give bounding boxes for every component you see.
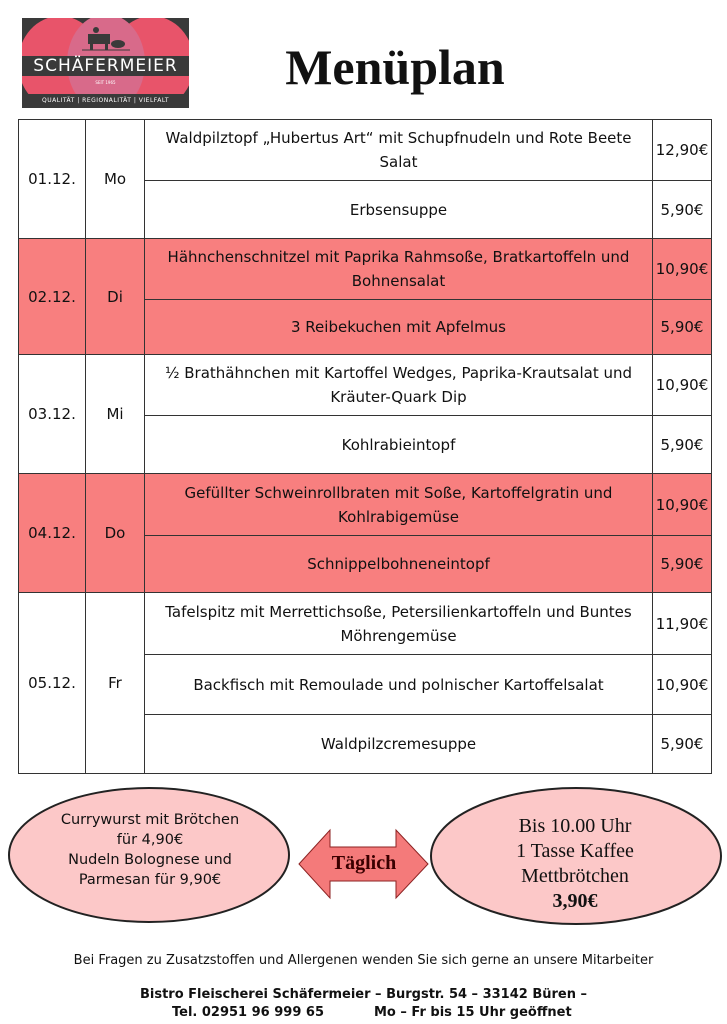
table-row: 02.12. Di Hähnchenschnitzel mit Paprika Ra…	[18, 238, 712, 355]
dish-cell: Waldpilztopf „Hubertus Art“ mit Schupfnu…	[144, 119, 653, 181]
dish-cell: Kohlrabieintopf	[144, 415, 653, 474]
weekday-cell: Di	[85, 238, 145, 355]
dish-cell: Tafelspitz mit Merrettichsoße, Petersili…	[144, 592, 653, 655]
left-special: Currywurst mit Brötchen für 4,90€ Nudeln…	[20, 810, 280, 890]
price-cell: 5,90€	[652, 415, 712, 474]
table-row: 3 Reibekuchen mit Apfelmus 5,90€	[19, 299, 712, 355]
dish-cell: 3 Reibekuchen mit Apfelmus	[144, 299, 653, 355]
footer-phone: Tel. 02951 96 999 65	[172, 1005, 325, 1020]
logo-tagline: QUALITÄT | REGIONALITÄT | VIELFALT	[41, 97, 169, 104]
table-row: Erbsensuppe 5,90€	[19, 180, 712, 239]
double-arrow-icon	[298, 828, 429, 900]
date-cell: 03.12.	[18, 354, 86, 474]
footer-address: Bistro Fleischerei Schäfermeier – Burgst…	[139, 987, 588, 1002]
price-cell: 5,90€	[652, 180, 712, 239]
price-cell: 5,90€	[652, 535, 712, 593]
special-line: Nudeln Bolognese und	[68, 852, 232, 868]
allergen-note: Bei Fragen zu Zusatzstoffen und Allergen…	[73, 953, 654, 968]
price-cell: 10,90€	[652, 238, 712, 300]
weekday-cell: Do	[85, 473, 145, 593]
dish-cell: Hähnchenschnitzel mit Paprika Rahmsoße, …	[144, 238, 653, 300]
price-cell: 12,90€	[652, 119, 712, 181]
weekday-cell: Mi	[85, 354, 145, 474]
dish-cell: Backfisch mit Remoulade und polnischer K…	[144, 654, 653, 715]
date-cell: 04.12.	[18, 473, 86, 593]
right-special: Bis 10.00 Uhr 1 Tasse Kaffee Mettbrötche…	[440, 814, 710, 914]
table-row: Waldpilzcremesuppe 5,90€	[19, 714, 712, 774]
table-row: 05.12. Fr Tafelspitz mit Merrettichsoße, P…	[18, 592, 712, 774]
price-cell: 10,90€	[652, 654, 712, 715]
date-cell: 02.12.	[18, 238, 86, 355]
price-cell: 10,90€	[652, 354, 712, 416]
weekday-cell: Fr	[85, 592, 145, 774]
table-row: Backfisch mit Remoulade und polnischer K…	[19, 654, 712, 715]
special-line: Currywurst mit Brötchen	[60, 812, 240, 828]
table-row: 03.12. Mi ½ Brathähnchen mit Kartoffel Wed…	[18, 354, 712, 474]
page-title: Menüplan	[285, 39, 505, 95]
price-cell: 5,90€	[652, 714, 712, 774]
dish-cell: Gefüllter Schweinrollbraten mit Soße, Ka…	[144, 473, 653, 536]
special-line: 1 Tasse Kaffee	[516, 840, 634, 862]
footer-hours: Mo – Fr bis 15 Uhr geöffnet	[374, 1005, 572, 1020]
logo-since: SEIT 1965	[95, 80, 116, 85]
weekday-cell: Mo	[85, 119, 145, 239]
special-line: für 4,90€	[116, 832, 184, 848]
table-row: 04.12. Do Gefüllter Schweinrollbraten mit …	[18, 473, 712, 593]
specials-graphic	[8, 787, 722, 925]
dish-cell: Waldpilzcremesuppe	[144, 714, 653, 774]
left-ellipse	[8, 787, 290, 923]
dish-cell: ½ Brathähnchen mit Kartoffel Wedges, Pap…	[144, 354, 653, 416]
arrow-label: Täglich	[331, 852, 397, 874]
logo-brand: SCHÄFERMEIER	[33, 56, 178, 76]
price-cell: 5,90€	[652, 299, 712, 355]
logo: SCHÄFERMEIER SEIT 1965 QUALITÄT | REGION…	[22, 18, 189, 108]
special-line: Parmesan für 9,90€	[78, 872, 222, 888]
date-cell: 05.12.	[18, 592, 86, 774]
price-cell: 11,90€	[652, 592, 712, 655]
menu-table: 01.12. Mo Waldpilztopf „Hubertus Art“ mit …	[18, 119, 712, 774]
dish-cell: Erbsensuppe	[144, 180, 653, 239]
price-cell: 10,90€	[652, 473, 712, 536]
date-cell: 01.12.	[18, 119, 86, 239]
special-line: Mettbrötchen	[521, 865, 629, 887]
right-ellipse	[430, 787, 722, 925]
special-price: 3,90€	[552, 890, 598, 912]
farm-animals-icon	[82, 27, 130, 51]
table-row: 01.12. Mo Waldpilztopf „Hubertus Art“ mit …	[18, 119, 712, 239]
dish-cell: Schnippelbohneneintopf	[144, 535, 653, 593]
special-line: Bis 10.00 Uhr	[518, 815, 632, 837]
